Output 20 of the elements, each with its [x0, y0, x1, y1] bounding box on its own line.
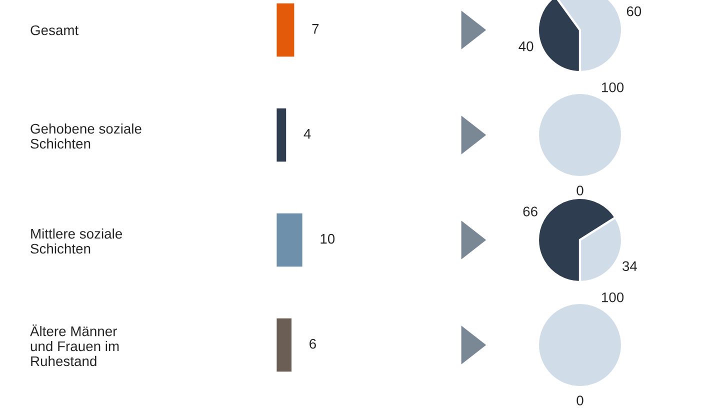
data-label: 100 — [602, 82, 624, 92]
text: 0 — [576, 186, 584, 196]
data-label: 6 — [310, 338, 316, 349]
data-label: 4 — [304, 129, 311, 139]
y-tick-label: Gesamt — [30, 25, 79, 36]
text: 0 — [576, 396, 584, 406]
data-label: 40 — [518, 41, 534, 52]
data-label: 10 — [320, 234, 335, 244]
data-label: 7 — [312, 24, 319, 34]
bar — [276, 212, 304, 268]
data-label: 100 — [602, 292, 624, 302]
bar — [276, 107, 288, 163]
data-label: 34 — [622, 261, 638, 272]
bar — [276, 317, 293, 373]
data-label: 66 — [523, 206, 538, 216]
bar — [276, 2, 296, 58]
y-tick-label: Gehobene soziale Schichten — [30, 123, 142, 149]
data-label: 60 — [626, 6, 642, 16]
y-tick-label: Ältere Männer und Frauen im Ruhestand — [30, 324, 119, 366]
y-tick-label: Mittlere soziale Schichten — [30, 228, 122, 254]
